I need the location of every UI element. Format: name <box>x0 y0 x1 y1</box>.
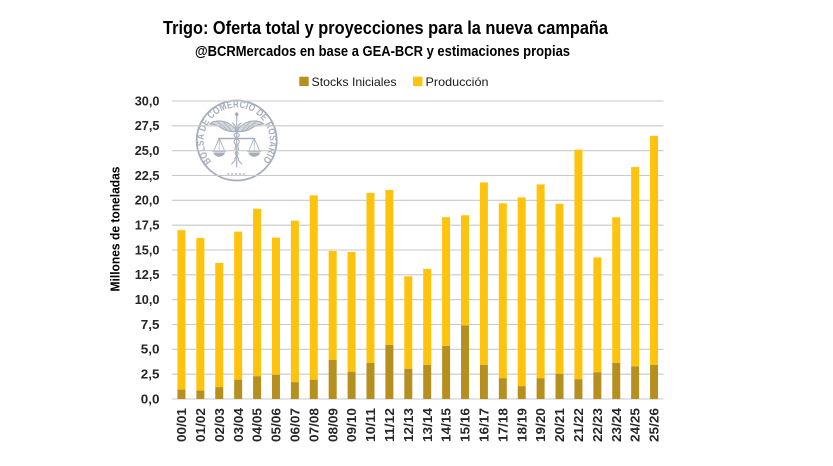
svg-text:02/03: 02/03 <box>212 408 227 442</box>
svg-text:25/26: 25/26 <box>647 408 662 442</box>
svg-text:2,5: 2,5 <box>141 366 160 381</box>
svg-text:23/24: 23/24 <box>609 407 624 442</box>
svg-text:@BCRMercados en base a GEA-BCR: @BCRMercados en base a GEA-BCR y estimac… <box>195 43 570 60</box>
svg-text:14/15: 14/15 <box>439 408 454 442</box>
svg-text:24/25: 24/25 <box>628 408 643 442</box>
svg-text:27,5: 27,5 <box>135 118 160 133</box>
svg-text:7,5: 7,5 <box>141 317 160 332</box>
svg-text:18/19: 18/19 <box>514 408 529 442</box>
svg-text:21/22: 21/22 <box>571 408 586 442</box>
svg-text:25,0: 25,0 <box>135 143 160 158</box>
svg-text:04/05: 04/05 <box>250 408 265 442</box>
svg-text:Stocks Iniciales: Stocks Iniciales <box>312 75 397 89</box>
svg-text:12/13: 12/13 <box>401 408 416 442</box>
svg-text:22,5: 22,5 <box>135 168 160 183</box>
svg-text:Trigo: Oferta total y proyecci: Trigo: Oferta total y proyecciones para … <box>163 17 609 38</box>
svg-text:Millones de toneladas: Millones de toneladas <box>109 166 123 291</box>
svg-text:00/01: 00/01 <box>174 408 189 442</box>
svg-text:10/11: 10/11 <box>363 408 378 442</box>
svg-text:10,0: 10,0 <box>135 292 160 307</box>
svg-text:03/04: 03/04 <box>231 407 246 442</box>
svg-text:30,0: 30,0 <box>135 93 160 108</box>
svg-text:5,0: 5,0 <box>141 342 160 357</box>
svg-text:01/02: 01/02 <box>193 408 208 442</box>
svg-text:07/08: 07/08 <box>306 408 321 442</box>
svg-text:17/18: 17/18 <box>495 408 510 442</box>
svg-text:16/17: 16/17 <box>477 408 492 442</box>
svg-text:15,0: 15,0 <box>135 242 160 257</box>
svg-text:20,0: 20,0 <box>135 193 160 208</box>
svg-text:0,0: 0,0 <box>141 391 160 406</box>
svg-text:13/14: 13/14 <box>420 407 435 442</box>
svg-text:Producción: Producción <box>426 75 489 89</box>
svg-text:11/12: 11/12 <box>382 408 397 442</box>
svg-text:22/23: 22/23 <box>590 408 605 442</box>
svg-text:06/07: 06/07 <box>287 408 302 442</box>
svg-text:09/10: 09/10 <box>344 408 359 442</box>
svg-text:15/16: 15/16 <box>458 408 473 442</box>
svg-text:20/21: 20/21 <box>552 408 567 442</box>
svg-text:17,5: 17,5 <box>135 217 160 232</box>
svg-text:05/06: 05/06 <box>269 408 284 442</box>
svg-text:12,5: 12,5 <box>135 267 160 282</box>
svg-text:08/09: 08/09 <box>325 408 340 442</box>
svg-text:19/20: 19/20 <box>533 408 548 442</box>
